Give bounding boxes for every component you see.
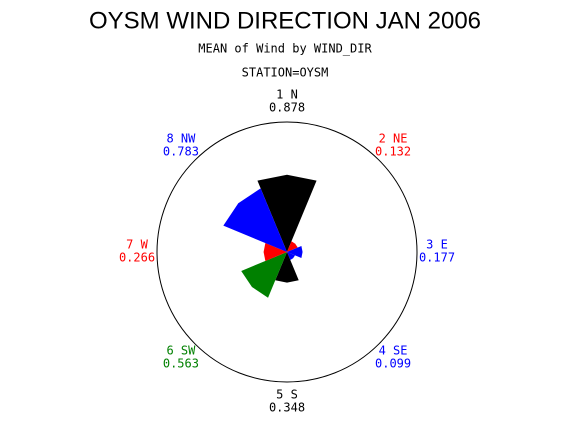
petal: [241, 252, 287, 298]
value-label: 0.099: [375, 357, 411, 371]
value-label: 0.177: [419, 251, 455, 265]
value-label: 0.563: [163, 357, 199, 371]
petal: [263, 243, 287, 261]
petal: [257, 174, 317, 252]
value-label: 0.348: [269, 401, 305, 415]
direction-label: 4 SE: [379, 344, 408, 358]
direction-label: 8 NW: [166, 131, 196, 145]
petal: [287, 241, 298, 252]
chart-title: OYSM WIND DIRECTION JAN 2006: [89, 7, 481, 34]
outer-circle: [156, 121, 418, 383]
petal: [223, 188, 287, 252]
value-label: 0.878: [269, 101, 305, 115]
petal: [287, 246, 303, 258]
chart-caption: STATION=OYSM: [242, 66, 329, 80]
chart-subtitle: MEAN of Wind by WIND_DIR: [198, 42, 372, 56]
direction-label: 7 W: [126, 238, 148, 252]
value-label: 0.132: [375, 144, 411, 158]
direction-label: 6 SW: [166, 344, 196, 358]
direction-label: 3 E: [426, 238, 448, 252]
value-label: 0.783: [163, 144, 199, 158]
petal: [287, 252, 296, 261]
petal: [275, 252, 299, 283]
value-label: 0.266: [119, 251, 155, 265]
direction-label: 2 NE: [379, 131, 408, 145]
direction-label: 5 S: [276, 388, 298, 402]
direction-label: 1 N: [276, 88, 298, 102]
